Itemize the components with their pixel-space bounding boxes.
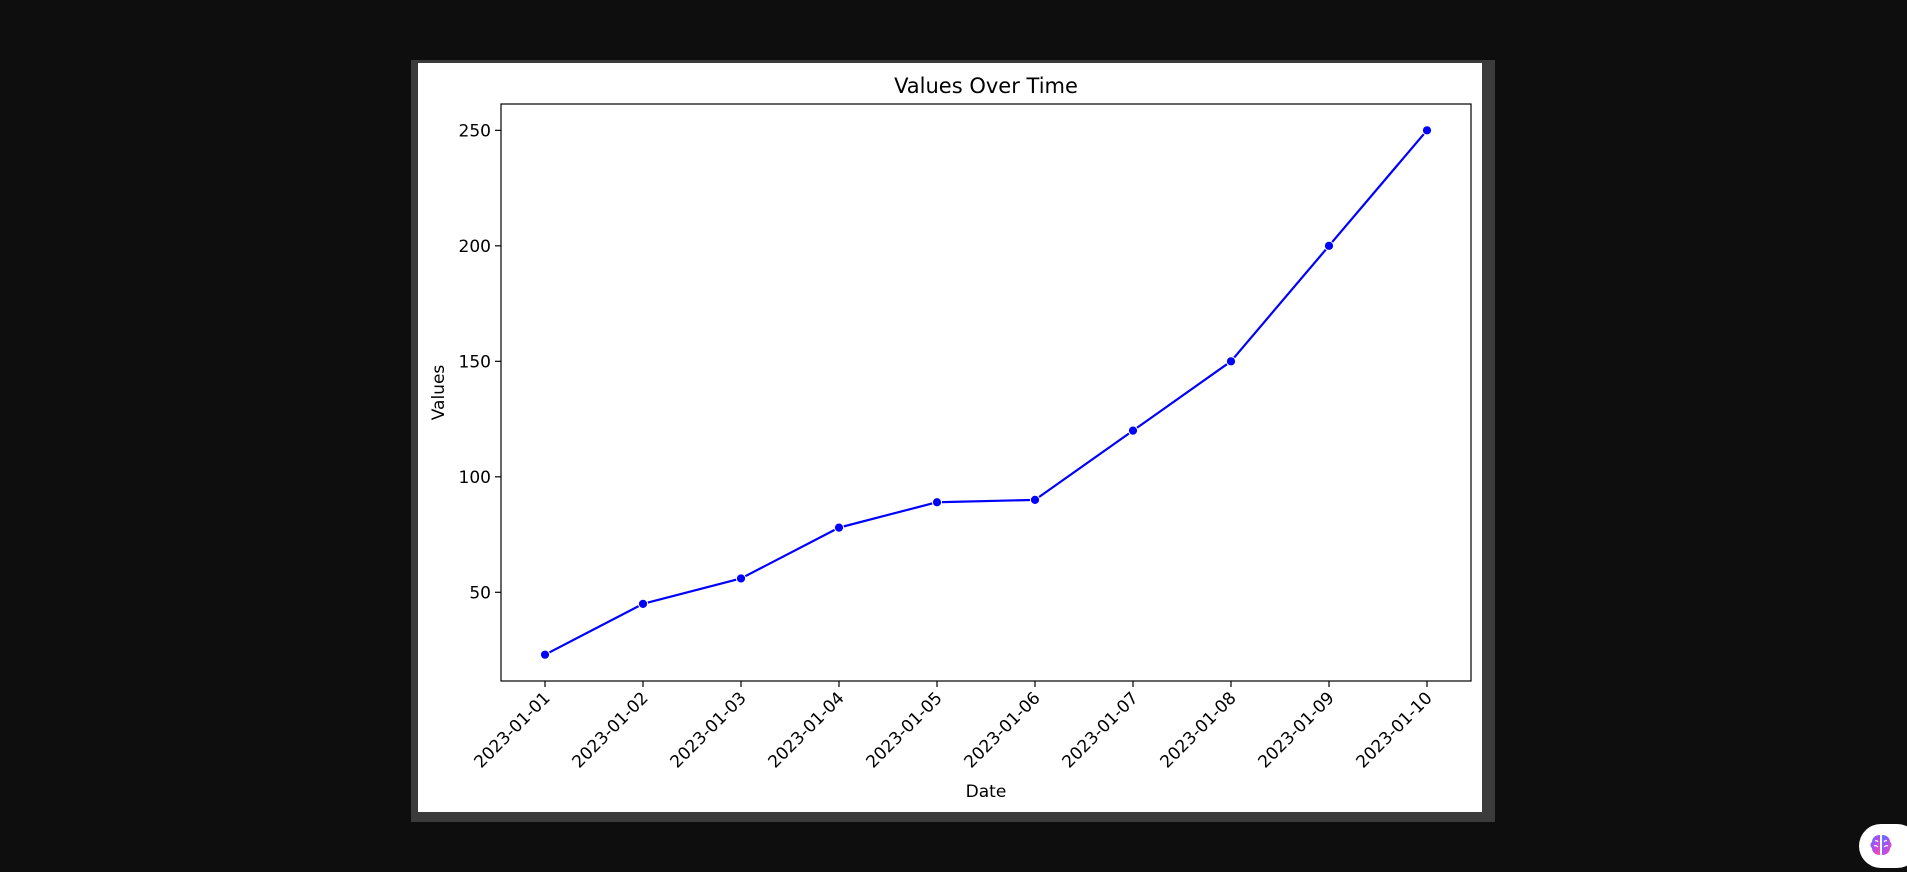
y-tick-label: 200 [459,237,491,257]
data-point [1225,356,1237,367]
y-tick-label: 150 [459,352,491,372]
brain-icon [1870,835,1892,855]
x-axis-title: Date [966,782,1007,802]
plot-area-frame [500,103,1472,682]
series-layer [539,125,1433,660]
chart-figure: Values Over Time 50 100 150 200 250 2023-01-… [418,63,1482,812]
data-point [1029,494,1041,506]
x-tick-label: 2023-01-01 [471,688,555,772]
data-point [637,598,649,609]
series-line [544,129,1428,656]
x-tick-label: 2023-01-09 [1255,688,1339,772]
data-point [1127,425,1139,436]
data-point [833,522,845,533]
y-axis: 50 100 150 200 250 [459,121,501,603]
x-tick-label: 2023-01-05 [863,688,947,772]
x-tick-label: 2023-01-07 [1059,688,1143,772]
data-point [539,649,551,660]
data-point [931,497,943,508]
x-axis: 2023-01-01 2023-01-02 2023-01-03 2023-01-04… [471,681,1437,772]
chart-title: Values Over Time [894,74,1078,98]
x-tick-label: 2023-01-04 [765,688,849,772]
y-tick-label: 250 [459,121,491,141]
y-axis-title: Values [429,365,449,421]
x-tick-label: 2023-01-02 [569,688,653,772]
data-point [1421,125,1433,136]
line-chart: Values Over Time 50 100 150 200 250 2023-01-… [429,74,1472,802]
y-tick-label: 50 [469,583,491,603]
data-point [735,573,747,584]
assistant-button[interactable] [1859,824,1907,868]
x-tick-label: 2023-01-08 [1157,688,1241,772]
y-tick-label: 100 [459,468,491,488]
x-tick-label: 2023-01-06 [961,688,1045,772]
x-tick-label: 2023-01-10 [1353,688,1437,772]
data-point [1323,240,1335,251]
x-tick-label: 2023-01-03 [667,688,751,772]
